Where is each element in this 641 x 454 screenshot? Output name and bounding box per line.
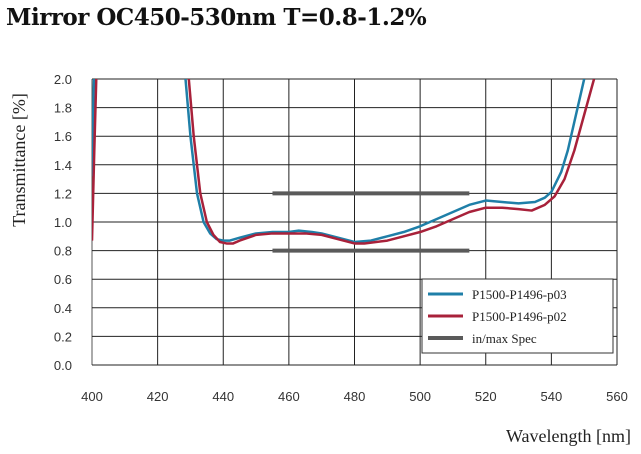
series-line-1 <box>92 79 96 177</box>
y-tick-label: 1.2 <box>54 186 72 201</box>
y-tick-label: 1.6 <box>54 129 72 144</box>
series-line-1 <box>184 79 586 244</box>
x-tick-label: 520 <box>475 389 497 404</box>
tick-labels: 400 420 440 460 480 500 520 540 560 0.0 0.2 0.4 0.6 0… <box>54 72 628 404</box>
x-tick-label: 420 <box>147 389 169 404</box>
series-line-2 <box>92 79 98 241</box>
chart-title: Mirror OC450-530nm T=0.8-1.2% <box>6 4 427 31</box>
y-tick-label: 0.4 <box>54 301 72 316</box>
x-tick-label: 440 <box>212 389 234 404</box>
y-tick-label: 1.8 <box>54 101 72 116</box>
y-tick-label: 0.8 <box>54 244 72 259</box>
x-tick-label: 540 <box>541 389 563 404</box>
x-tick-label: 460 <box>278 389 300 404</box>
x-tick-label: 480 <box>344 389 366 404</box>
legend: P1500-P1496-p03 P1500-P1496-p02 in/max Spe… <box>421 278 614 354</box>
y-tick-label: 1.0 <box>54 215 72 230</box>
x-tick-label: 400 <box>81 389 103 404</box>
y-tick-label: 2.0 <box>54 72 72 87</box>
y-tick-label: 0.2 <box>54 329 72 344</box>
x-tick-label: 560 <box>606 389 628 404</box>
legend-label: in/max Spec <box>472 331 537 346</box>
legend-label: P1500-P1496-p03 <box>472 287 567 302</box>
y-tick-label: 0.6 <box>54 272 72 287</box>
y-axis-label: Transmittance [%] <box>9 93 29 227</box>
x-axis-label: Wavelength [nm] <box>506 426 631 446</box>
series-line-2 <box>187 79 596 245</box>
y-tick-label: 0.0 <box>54 358 72 373</box>
y-tick-label: 1.4 <box>54 158 72 173</box>
x-tick-label: 500 <box>409 389 431 404</box>
legend-label: P1500-P1496-p02 <box>472 309 567 324</box>
series-lines <box>92 79 596 253</box>
